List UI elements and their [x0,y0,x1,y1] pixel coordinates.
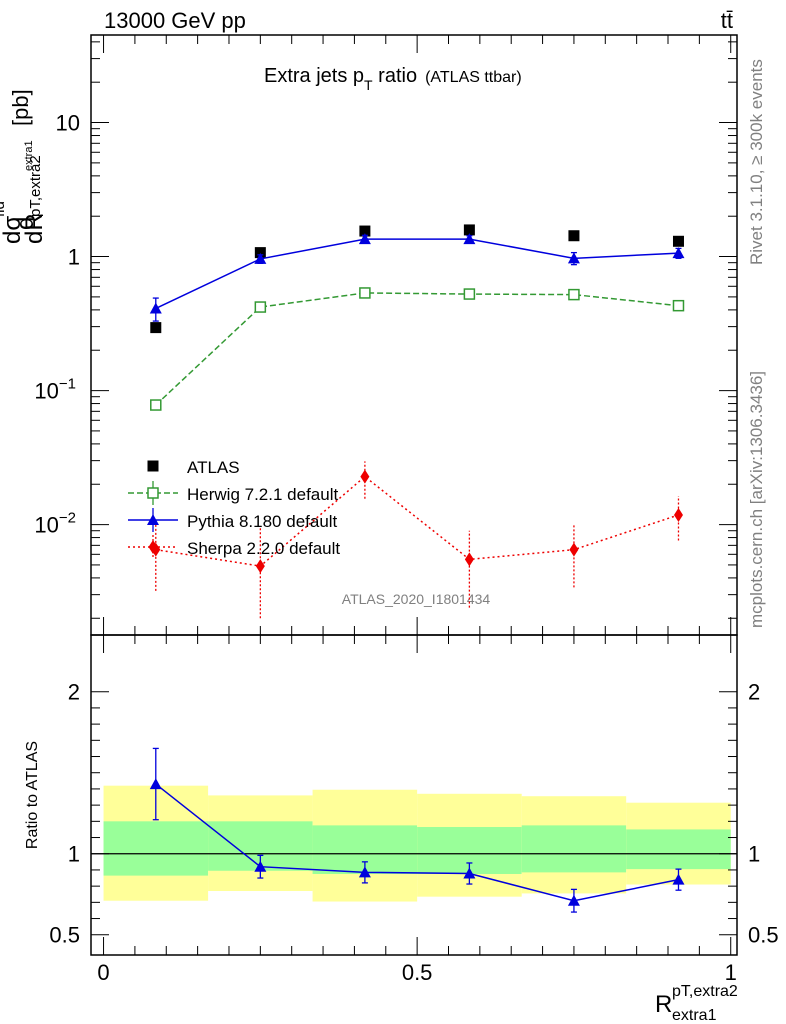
svg-text:pT,extra2: pT,extra2 [672,983,738,1000]
main-plot: 10 1 10−1 10−2 [34,34,738,636]
data-point [672,247,685,259]
ratio-y-tick-label: 1 [68,842,80,867]
svg-text:dR: dR [21,213,48,244]
data-point [359,287,371,299]
data-point [254,301,267,313]
ratio-point [254,860,267,872]
x-tick-label: 1 [725,960,737,985]
data-point [672,235,684,247]
svg-text:d: d [12,217,39,230]
data-point [463,233,476,245]
data-point [255,559,265,574]
ratio-point [567,894,580,906]
data-point [150,399,162,411]
legend-label: ATLAS [187,458,240,477]
data-point [568,288,580,301]
legend-marker [147,487,159,499]
ratio-y-tick-label-right: 0.5 [748,923,779,948]
chart-title-small: (ATLAS ttbar) [425,69,522,86]
data-point [149,302,162,314]
data-point [359,225,371,237]
data-point [569,542,579,557]
chart-title-main: Extra jets p [264,65,364,87]
data-point [463,224,475,236]
y-tick-label: 10−1 [34,376,76,404]
y-tick-label: 1 [68,245,80,270]
series-line [155,475,679,567]
data-point [567,252,580,264]
process-label: tt̄ [721,8,733,33]
legend-marker [147,460,159,472]
data-point [360,469,370,484]
series-0 [150,224,684,334]
ratio-y-tick-label: 2 [68,680,80,705]
data-point [673,507,683,522]
svg-text:extra1: extra1 [672,1007,717,1024]
chart-title-rest: ratio [373,65,417,87]
svg-text:dσ: dσ [0,216,26,244]
energy-label: 13000 GeV pp [104,8,246,33]
svg-text:extra1: extra1 [23,140,35,171]
analysis-id: ATLAS_2020_I1801434 [342,591,491,607]
chart-title-sub: T [364,77,373,93]
series-line [155,292,679,406]
ratio-point [358,866,371,878]
legend-label: Herwig 7.2.1 default [187,485,338,504]
main-ylabel: dR dσ fid pT,extra2 extra1 d [pb] [0,89,48,244]
data-point [464,552,474,567]
data-point [254,247,266,259]
ratio-y-tick-label-right: 1 [748,842,760,867]
mcplots-label: mcplots.cern.ch [arXiv:1306.3436] [747,371,766,628]
ratio-point [463,867,476,879]
legend-item: Herwig 7.2.1 default [128,481,338,505]
data-point [358,233,371,245]
ratio-y-tick-label: 0.5 [49,923,80,948]
data-point [672,299,685,312]
legend-item: ATLAS [147,458,240,477]
ratio-y-tick-label-right: 2 [748,680,760,705]
legend: ATLAS Herwig 7.2.1 default Pythia 8.180 de… [128,458,340,559]
ratio-frame [90,634,738,956]
data-point [254,252,267,264]
band-green [626,829,731,870]
band-green [521,825,627,873]
data-point [463,288,476,300]
data-point [568,230,580,242]
legend-label: Pythia 8.180 default [187,512,338,531]
ratio-series-0 [149,747,685,913]
legend-marker [148,540,158,554]
chart-title: Extra jets pT ratio (ATLAS ttbar) [264,65,522,93]
svg-text:R: R [655,991,672,1018]
legend-marker [147,514,159,525]
svg-text:pT,extra2: pT,extra2 [27,155,44,217]
series-1 [150,287,685,411]
y-tick-label: 10−2 [34,510,76,538]
svg-text:fid: fid [0,201,8,217]
x-tick-label: 0.5 [402,960,433,985]
x-tick-label: 0 [97,960,109,985]
legend-label: Sherpa 2.2.0 default [187,539,340,558]
legend-item: Pythia 8.180 default [128,508,338,532]
band-green [103,821,209,876]
ratio-ylabel: Ratio to ATLAS [24,741,41,849]
series-2 [149,233,685,322]
ratio-line [155,783,679,902]
rivet-label: Rivet 3.1.10, ≥ 300k events [747,59,766,265]
svg-text:[pb]: [pb] [8,89,33,126]
ratio-plot: 0 0.5 1 2 2 1 1 0.5 0.5 [49,35,779,985]
y-tick-label: 10 [56,111,80,136]
legend-item: Sherpa 2.2.0 default [128,535,340,559]
xlabel: R pT,extra2 extra1 [655,983,738,1024]
ratio-point [672,873,685,885]
data-point [150,322,162,334]
series-line [155,238,679,310]
ratio-point [149,778,162,790]
